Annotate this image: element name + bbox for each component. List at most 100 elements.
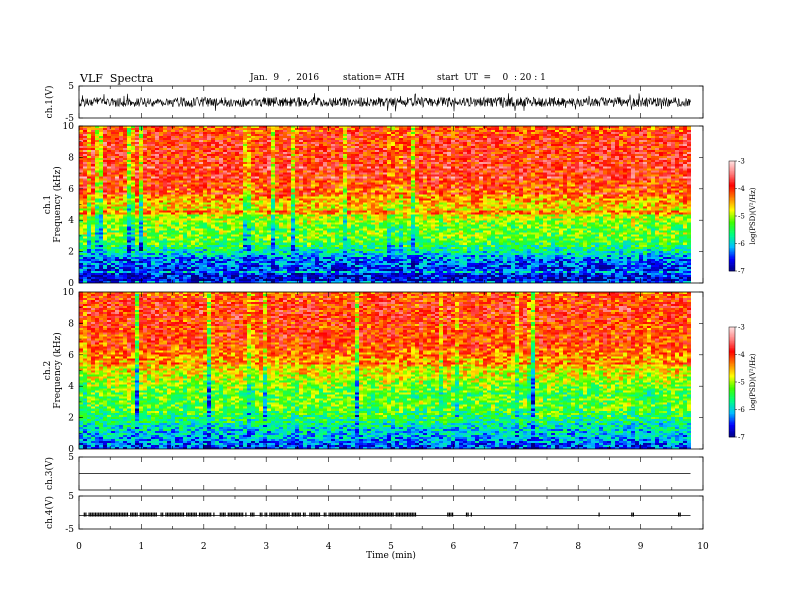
- colorbar-swatch: [729, 435, 735, 438]
- x-tick-label: 0: [76, 542, 82, 552]
- colorbar-swatch: [729, 357, 735, 359]
- ch4-pulse: [342, 512, 345, 517]
- spectrogram-ch1: [79, 126, 703, 283]
- ch4-pulse: [366, 512, 369, 517]
- ch4-pulse: [331, 512, 333, 517]
- ch4-pulse: [339, 512, 341, 517]
- ch4-pulse: [330, 512, 332, 517]
- ch4-pulse: [360, 512, 362, 517]
- ch4-pulse: [282, 512, 284, 517]
- colorbar-swatch: [729, 238, 735, 240]
- figure-title: VLF Spectra: [80, 72, 154, 85]
- colorbar-swatch: [729, 188, 735, 191]
- ch4-pulse: [178, 512, 180, 517]
- colorbar-swatch: [729, 266, 735, 269]
- ch4-pulse: [467, 512, 469, 517]
- y-axis-label: ch.1(V): [44, 86, 55, 119]
- colorbar-swatch: [729, 361, 735, 364]
- ch4-pulse: [411, 512, 413, 517]
- ch4-pulse: [363, 512, 365, 517]
- colorbar-swatch: [729, 333, 735, 336]
- ch4-pulse: [160, 512, 162, 517]
- ch4-pulse: [338, 512, 340, 517]
- y-axis-label: ch.3(V): [44, 457, 55, 490]
- ch4-pulse: [130, 512, 132, 517]
- ch4-pulse: [261, 512, 263, 517]
- ch4-pulse: [414, 512, 417, 517]
- colorbar-tick-label: -3: [738, 158, 745, 166]
- colorbar-swatch: [729, 222, 735, 225]
- ch4-pulse: [142, 512, 145, 517]
- colorbar-swatch: [729, 250, 735, 253]
- colorbar-swatch: [729, 198, 735, 200]
- ch4-pulse: [448, 512, 450, 517]
- colorbar-swatch: [729, 380, 735, 383]
- ch4-pulse: [251, 512, 253, 517]
- ch4-pulse: [387, 512, 389, 517]
- ch4-pulse: [333, 512, 335, 517]
- colorbar-swatch: [729, 184, 735, 187]
- colorbar-swatch: [729, 240, 735, 243]
- colorbar-swatch: [729, 170, 735, 173]
- colorbar-swatch: [729, 224, 735, 226]
- ch4-pulse: [291, 512, 293, 517]
- ch4-pulse: [381, 512, 383, 517]
- colorbar-swatch: [729, 165, 735, 167]
- colorbar-swatch: [729, 258, 735, 261]
- ch4-pulse: [187, 512, 189, 517]
- ch4-pulse: [253, 512, 255, 517]
- colorbar-swatch: [729, 236, 735, 239]
- ch4-pulse: [213, 512, 215, 517]
- ch4-pulse: [149, 512, 151, 517]
- ch4-pulse: [336, 512, 338, 517]
- colorbar-swatch: [729, 163, 735, 166]
- colorbar-swatch: [729, 327, 735, 329]
- colorbar-swatch: [729, 373, 735, 376]
- ch4-pulse: [245, 512, 247, 517]
- colorbar-swatch: [729, 376, 735, 379]
- colorbar-swatch: [729, 192, 735, 195]
- colorbar-swatch: [729, 262, 735, 265]
- colorbar-swatch: [729, 214, 735, 217]
- ch4-pulse: [368, 512, 370, 517]
- ch4-pulse: [240, 512, 242, 517]
- ch4-pulse: [386, 512, 388, 517]
- colorbar-swatch: [729, 415, 735, 417]
- ch4-pulse: [166, 512, 169, 517]
- ch4-pulse: [91, 512, 93, 517]
- ch4-pulse: [318, 512, 321, 517]
- ch4-pulse: [379, 512, 381, 517]
- ch4-pulse: [202, 512, 204, 517]
- colorbar-swatch: [729, 218, 735, 221]
- colorbar-swatch: [729, 336, 735, 339]
- ch4-pulse: [403, 512, 405, 517]
- colorbar-swatch: [729, 412, 735, 414]
- colorbar-swatch: [729, 213, 735, 215]
- colorbar-swatch: [729, 178, 735, 181]
- colorbar-swatch: [729, 247, 735, 250]
- ch4-pulse: [270, 512, 273, 517]
- ch4-pulse: [85, 512, 87, 517]
- colorbar-swatch: [729, 254, 735, 257]
- colorbar-swatch: [729, 398, 735, 401]
- colorbar-swatch: [729, 255, 735, 258]
- ch4-pulse: [350, 512, 353, 517]
- ch4-pulse: [374, 512, 377, 517]
- y-tick-label: 5: [68, 492, 74, 502]
- ch4-pulse: [269, 512, 271, 517]
- colorbar-swatch: [729, 344, 735, 347]
- ch4-pulse: [118, 512, 121, 517]
- colorbar-swatch: [729, 371, 735, 373]
- colorbar-swatch: [729, 162, 735, 165]
- ch4-pulse: [96, 512, 98, 517]
- ch4-pulse: [470, 512, 472, 517]
- ch4-pulse: [354, 512, 356, 517]
- ch4-pulse: [382, 512, 385, 517]
- ch4-pulse: [182, 512, 185, 517]
- ch4-pulse: [110, 512, 113, 517]
- ch4-pulse: [298, 512, 300, 517]
- colorbar-swatch: [729, 395, 735, 398]
- ch4-pulse: [288, 512, 290, 517]
- ch4-pulse: [125, 512, 127, 517]
